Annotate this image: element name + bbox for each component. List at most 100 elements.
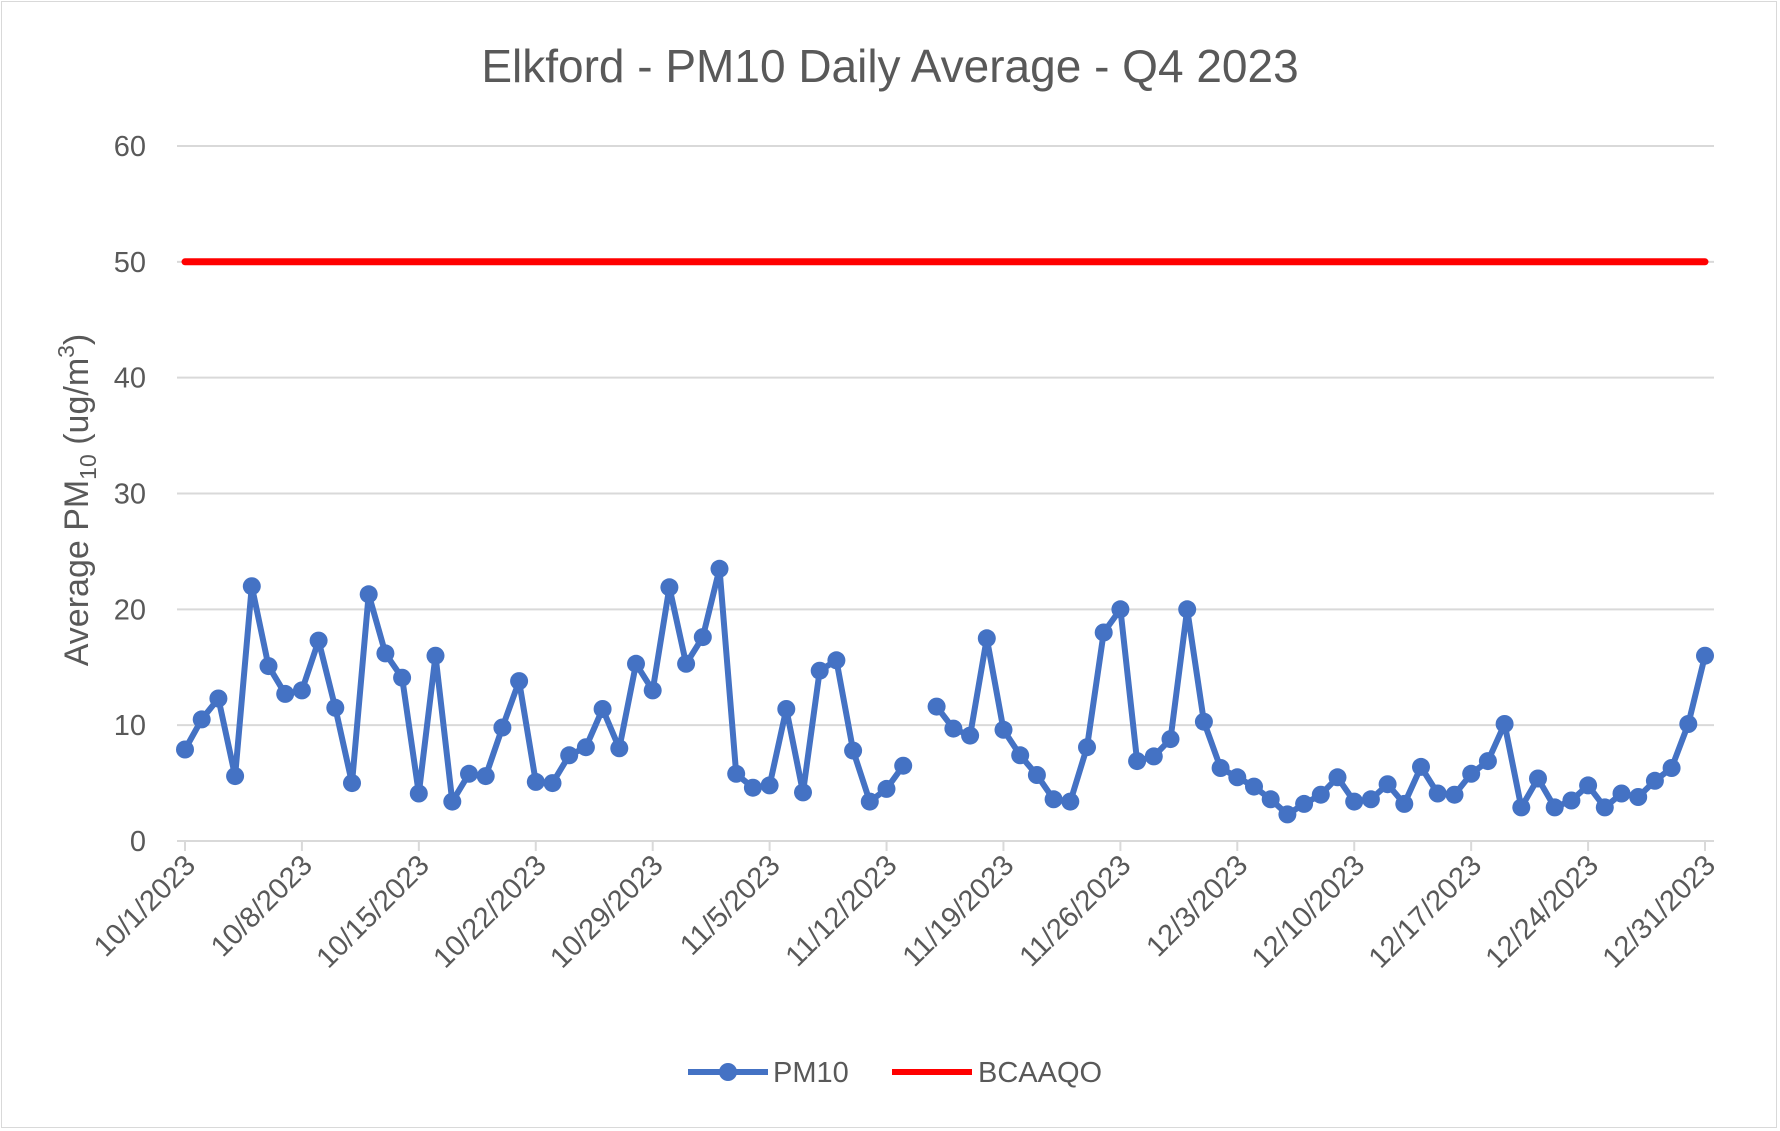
data-point-pm10-2023-12-31[interactable] bbox=[1696, 646, 1714, 665]
data-point-pm10-2023-12-12[interactable] bbox=[1378, 775, 1397, 794]
data-point-pm10-2023-12-18[interactable] bbox=[1478, 752, 1497, 771]
data-point-pm10-2023-12-05[interactable] bbox=[1261, 790, 1280, 809]
data-point-pm10-2023-12-26[interactable] bbox=[1612, 784, 1631, 803]
legend-item-bcaaqo[interactable]: BCAAQO bbox=[892, 1057, 1102, 1089]
data-point-pm10-2023-12-16[interactable] bbox=[1445, 785, 1464, 804]
data-point-pm10-2023-11-06[interactable] bbox=[777, 700, 796, 718]
data-point-pm10-2023-11-09[interactable] bbox=[827, 651, 846, 670]
data-point-pm10-2023-12-15[interactable] bbox=[1428, 784, 1447, 803]
data-point-pm10-2023-12-10[interactable] bbox=[1345, 792, 1364, 811]
data-point-pm10-2023-11-18[interactable] bbox=[977, 629, 996, 648]
data-point-pm10-2023-10-01[interactable] bbox=[176, 740, 194, 759]
data-point-pm10-2023-10-15[interactable] bbox=[409, 784, 428, 803]
data-point-pm10-2023-11-17[interactable] bbox=[961, 726, 980, 745]
data-point-pm10-2023-11-03[interactable] bbox=[727, 764, 746, 783]
data-point-pm10-2023-11-21[interactable] bbox=[1027, 766, 1046, 784]
data-point-pm10-2023-11-20[interactable] bbox=[1011, 746, 1030, 765]
data-point-pm10-2023-12-24[interactable] bbox=[1579, 776, 1598, 795]
data-point-pm10-2023-10-03[interactable] bbox=[209, 689, 228, 708]
data-point-pm10-2023-12-23[interactable] bbox=[1562, 791, 1581, 810]
data-point-pm10-2023-12-19[interactable] bbox=[1495, 715, 1514, 733]
data-point-pm10-2023-12-14[interactable] bbox=[1412, 757, 1430, 776]
data-point-pm10-2023-12-04[interactable] bbox=[1245, 777, 1263, 796]
data-point-pm10-2023-11-13[interactable] bbox=[894, 756, 913, 775]
data-point-pm10-2023-12-21[interactable] bbox=[1529, 769, 1547, 788]
data-point-pm10-2023-10-24[interactable] bbox=[560, 746, 579, 765]
data-point-pm10-2023-12-27[interactable] bbox=[1629, 788, 1648, 806]
data-point-pm10-2023-10-13[interactable] bbox=[376, 644, 395, 663]
data-point-pm10-2023-10-19[interactable] bbox=[476, 767, 495, 786]
data-point-pm10-2023-11-23[interactable] bbox=[1061, 792, 1080, 811]
data-point-pm10-2023-11-28[interactable] bbox=[1144, 747, 1163, 766]
data-point-pm10-2023-10-25[interactable] bbox=[576, 738, 595, 757]
data-point-pm10-2023-12-08[interactable] bbox=[1311, 785, 1330, 804]
data-point-pm10-2023-12-03[interactable] bbox=[1228, 768, 1247, 787]
chart-title: Elkford - PM10 Daily Average - Q4 2023 bbox=[481, 40, 1298, 92]
data-point-pm10-2023-10-06[interactable] bbox=[259, 657, 278, 676]
data-point-pm10-2023-12-29[interactable] bbox=[1662, 759, 1681, 777]
data-point-pm10-2023-11-04[interactable] bbox=[743, 778, 762, 797]
data-point-pm10-2023-10-29[interactable] bbox=[643, 681, 662, 700]
data-point-pm10-2023-10-21[interactable] bbox=[510, 672, 529, 691]
data-point-pm10-2023-11-22[interactable] bbox=[1044, 790, 1063, 809]
data-point-pm10-2023-12-01[interactable] bbox=[1194, 712, 1213, 731]
data-point-pm10-2023-11-19[interactable] bbox=[994, 720, 1013, 739]
data-point-pm10-2023-10-20[interactable] bbox=[493, 718, 512, 737]
data-point-pm10-2023-11-16[interactable] bbox=[944, 719, 963, 738]
data-point-pm10-2023-11-05[interactable] bbox=[760, 776, 779, 795]
data-point-pm10-2023-10-30[interactable] bbox=[660, 578, 679, 597]
data-point-pm10-2023-10-02[interactable] bbox=[192, 710, 211, 729]
data-point-pm10-2023-10-31[interactable] bbox=[677, 654, 696, 673]
data-point-pm10-2023-12-13[interactable] bbox=[1395, 794, 1414, 813]
data-point-pm10-2023-10-18[interactable] bbox=[460, 764, 478, 783]
data-point-pm10-2023-10-10[interactable] bbox=[326, 698, 345, 717]
data-point-pm10-2023-10-12[interactable] bbox=[359, 585, 378, 604]
data-point-pm10-2023-12-07[interactable] bbox=[1295, 794, 1314, 813]
data-point-pm10-2023-11-26[interactable] bbox=[1111, 600, 1130, 619]
data-point-pm10-2023-10-05[interactable] bbox=[242, 577, 261, 596]
data-point-pm10-2023-12-06[interactable] bbox=[1278, 805, 1297, 824]
data-point-pm10-2023-10-28[interactable] bbox=[627, 654, 645, 673]
data-point-pm10-2023-10-16[interactable] bbox=[426, 646, 445, 665]
data-point-pm10-2023-11-01[interactable] bbox=[693, 628, 712, 647]
data-point-pm10-2023-12-02[interactable] bbox=[1211, 759, 1230, 777]
data-point-pm10-2023-12-11[interactable] bbox=[1361, 790, 1380, 809]
y-axis-label-subscript: 10 bbox=[75, 454, 101, 480]
data-point-pm10-2023-11-24[interactable] bbox=[1078, 738, 1096, 757]
data-point-pm10-2023-12-20[interactable] bbox=[1512, 798, 1531, 817]
data-point-pm10-2023-11-29[interactable] bbox=[1161, 730, 1180, 749]
y-tick-label-30: 30 bbox=[114, 479, 146, 511]
data-point-pm10-2023-10-09[interactable] bbox=[309, 631, 328, 650]
y-tick-label-20: 20 bbox=[114, 594, 146, 626]
data-point-pm10-2023-12-17[interactable] bbox=[1462, 764, 1481, 783]
data-point-pm10-2023-11-12[interactable] bbox=[877, 779, 896, 798]
data-point-pm10-2023-11-02[interactable] bbox=[710, 559, 729, 578]
data-point-pm10-2023-11-11[interactable] bbox=[860, 792, 879, 811]
data-point-pm10-2023-11-25[interactable] bbox=[1094, 623, 1113, 642]
data-point-pm10-2023-12-30[interactable] bbox=[1679, 715, 1698, 733]
data-point-pm10-2023-11-30[interactable] bbox=[1178, 600, 1197, 619]
y-axis-ticks: 0 10 20 30 40 50 60 bbox=[114, 131, 146, 858]
data-point-pm10-2023-10-27[interactable] bbox=[610, 739, 629, 758]
data-point-pm10-2023-12-25[interactable] bbox=[1595, 798, 1614, 817]
data-point-pm10-2023-11-27[interactable] bbox=[1128, 752, 1147, 771]
data-point-pm10-2023-10-23[interactable] bbox=[543, 774, 562, 793]
y-axis-label-prefix: Average PM bbox=[58, 480, 96, 666]
data-point-pm10-2023-12-09[interactable] bbox=[1328, 768, 1347, 787]
data-point-pm10-2023-11-15[interactable] bbox=[927, 697, 946, 716]
data-point-pm10-2023-10-26[interactable] bbox=[593, 700, 612, 718]
data-point-pm10-2023-11-10[interactable] bbox=[844, 741, 863, 760]
data-point-pm10-2023-10-22[interactable] bbox=[526, 772, 545, 791]
data-point-pm10-2023-11-07[interactable] bbox=[794, 783, 812, 802]
data-point-pm10-2023-10-04[interactable] bbox=[226, 767, 245, 786]
data-point-pm10-2023-10-11[interactable] bbox=[343, 774, 361, 793]
data-point-pm10-2023-10-14[interactable] bbox=[393, 668, 412, 687]
data-point-pm10-2023-10-08[interactable] bbox=[292, 681, 311, 700]
legend-item-pm10[interactable]: PM10 bbox=[688, 1057, 849, 1089]
data-point-pm10-2023-10-07[interactable] bbox=[276, 684, 295, 703]
data-point-pm10-2023-12-28[interactable] bbox=[1645, 771, 1664, 790]
data-point-pm10-2023-12-22[interactable] bbox=[1545, 798, 1564, 817]
data-point-pm10-2023-10-17[interactable] bbox=[443, 792, 462, 811]
data-point-pm10-2023-11-08[interactable] bbox=[810, 661, 829, 680]
